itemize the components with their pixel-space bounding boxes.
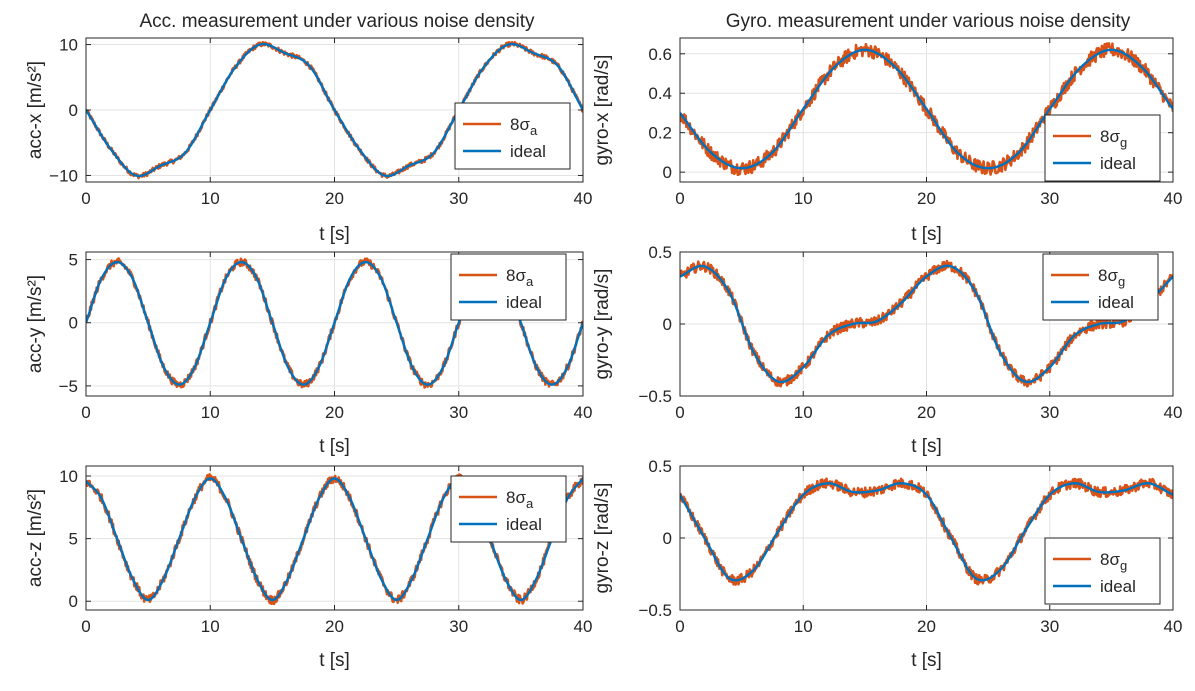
y-tick-label: 10 [59,467,78,486]
x-tick-label: 30 [1040,403,1059,422]
x-tick-label: 30 [449,617,468,636]
x-tick-label: 30 [449,403,468,422]
y-tick-label: −10 [49,166,78,185]
x-tick-label: 30 [1040,617,1059,636]
panel-acc-z: 0 10 20 30 40 0 5 10 t [s] acc-z [m/s²] 8σa idea… [25,465,593,671]
y-tick-label: −0.5 [638,601,672,620]
x-tick-label: 20 [917,403,936,422]
x-tick-label: 40 [574,189,593,208]
x-tick-label: 40 [1164,403,1183,422]
series-ideal-line [86,42,583,178]
y-tick-label: −5 [59,377,78,396]
legend-noisy-label: 8σg [1100,550,1127,573]
series-ideal-line [86,477,583,602]
legend-box [1044,537,1161,605]
y-axis-label: acc-y [m/s²] [25,275,46,373]
x-tick-label: 40 [574,617,593,636]
legend-ideal-label: ideal [1100,154,1136,173]
legend-ideal-label: ideal [1100,577,1136,596]
series-ideal-line [680,264,1173,384]
x-axis-label: t [s] [319,224,350,245]
x-tick-label: 0 [675,189,684,208]
legend-box [454,102,571,170]
legend-ideal-label: ideal [506,293,542,312]
y-axis-label: acc-x [m/s²] [25,61,46,159]
x-tick-label: 20 [917,189,936,208]
y-tick-label: 0 [663,529,672,548]
x-tick-label: 20 [325,403,344,422]
y-tick-label: 0.5 [648,243,672,262]
x-tick-label: 0 [81,617,90,636]
legend-ideal-label: ideal [510,142,546,161]
acc-chart-title: Acc. measurement under various noise den… [140,11,535,32]
y-tick-label: 0.6 [648,45,672,64]
legend-noisy-label: 8σg [1100,127,1127,150]
x-tick-label: 0 [81,189,90,208]
y-axis-label: gyro-y [rad/s] [592,269,613,380]
y-tick-label: 0 [663,315,672,334]
x-tick-label: 0 [675,403,684,422]
legend-ideal-label: ideal [1098,293,1134,312]
panel-acc-y: 0 10 20 30 40−505 t [s] acc-y [m/s²] 8σaidea… [25,251,592,457]
y-tick-label: 0 [69,314,78,333]
legend-box [1042,253,1159,321]
x-tick-label: 30 [1040,189,1059,208]
legend-noisy-label: 8σg [1098,266,1125,289]
y-axis-label: gyro-x [rad/s] [592,55,613,166]
x-tick-label: 20 [325,189,344,208]
x-tick-label: 10 [794,617,813,636]
x-tick-label: 10 [794,189,813,208]
x-tick-label: 40 [574,403,593,422]
y-axis-label: acc-z [m/s²] [25,489,46,587]
x-tick-label: 40 [1164,189,1183,208]
legend-box [1044,114,1161,182]
panel-gyro-x: 0 10 20 30 40 0 0.2 0.4 0.6 t [s] gyro-x [rad/s]… [592,37,1183,245]
legend-noisy-label: 8σa [510,115,538,138]
series-ideal-line [680,48,1173,170]
y-axis-label: gyro-z [rad/s] [592,483,613,594]
x-axis-label: t [s] [319,650,350,671]
y-tick-label: 5 [69,251,78,270]
panel-gyro-y: 0 10 20 30 40−0.500.5 t [s] gyro-y [rad/s] 8… [592,243,1182,457]
series-ideal-line [680,482,1173,582]
x-tick-label: 10 [201,189,220,208]
legend-ideal-label: ideal [506,515,542,534]
legend-box [450,475,567,543]
legend-noisy-label: 8σa [506,488,534,511]
x-tick-label: 0 [675,617,684,636]
y-tick-label: −0.5 [638,387,672,406]
panel-gyro-z: 0 10 20 30 40−0.500.5 t [s] gyro-z [rad/s] 8… [592,457,1182,671]
x-axis-label: t [s] [911,224,942,245]
x-tick-label: 40 [1164,617,1183,636]
y-tick-label: 5 [69,530,78,549]
x-tick-label: 0 [81,403,90,422]
y-tick-label: 0 [663,163,672,182]
y-tick-label: 0.5 [648,457,672,476]
y-tick-label: 0.4 [648,84,672,103]
y-tick-label: 10 [59,36,78,55]
x-axis-label: t [s] [911,650,942,671]
y-tick-label: 0 [69,101,78,120]
legend-noisy-label: 8σa [506,266,534,289]
x-tick-label: 20 [917,617,936,636]
x-axis-label: t [s] [911,436,942,457]
x-tick-label: 10 [201,403,220,422]
y-tick-label: 0 [69,592,78,611]
x-tick-label: 10 [794,403,813,422]
x-tick-label: 10 [201,617,220,636]
y-tick-label: 0.2 [648,124,672,143]
gyro-chart-title: Gyro. measurement under various noise de… [726,11,1131,32]
x-axis-label: t [s] [319,436,350,457]
x-tick-label: 30 [449,189,468,208]
x-tick-label: 20 [325,617,344,636]
legend-box [450,253,567,321]
